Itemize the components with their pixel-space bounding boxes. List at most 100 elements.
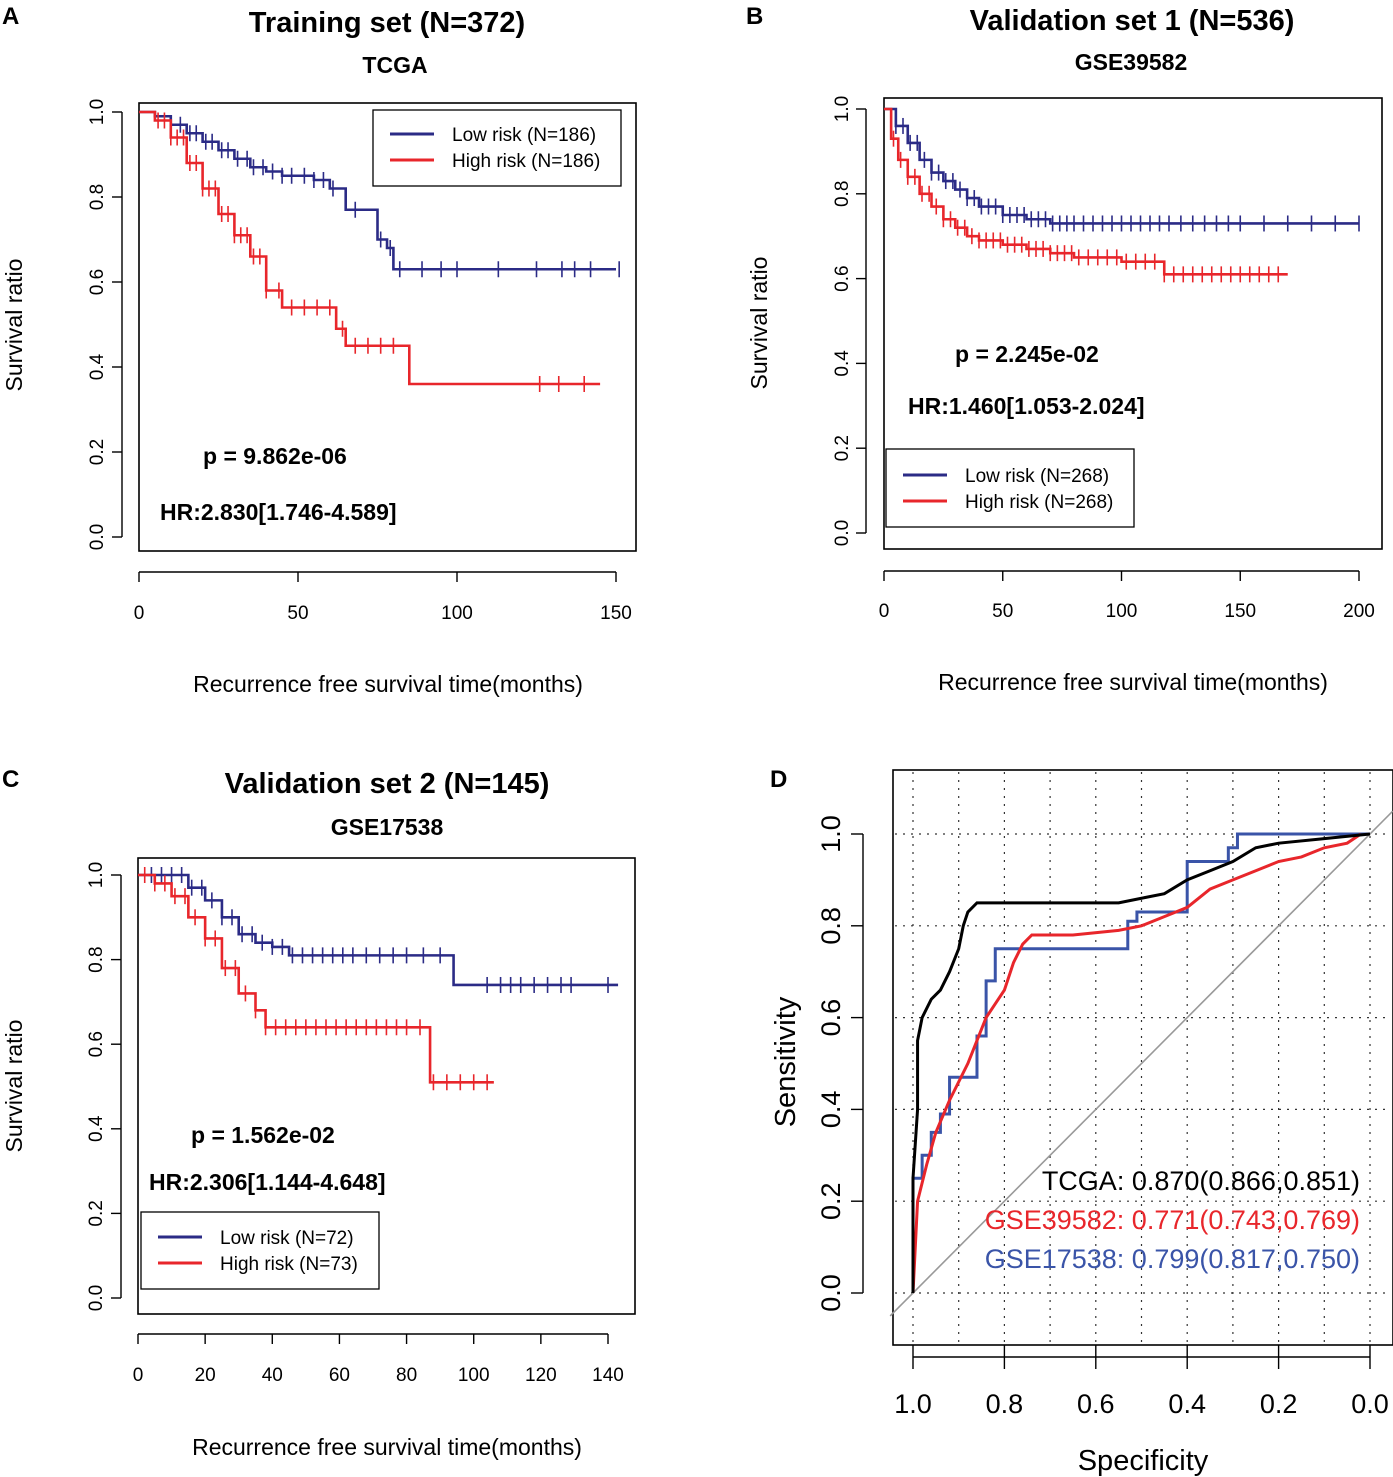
x-tick-label: 20 xyxy=(195,1365,216,1386)
plot-frame xyxy=(883,97,1383,550)
y-tick-label: 0.8 xyxy=(832,181,853,207)
hazard-ratio: HR:2.306[1.144-4.648] xyxy=(149,1169,386,1195)
panel-letter: C xyxy=(2,766,19,793)
chart-title: Validation set 1 (N=536) xyxy=(970,5,1295,37)
x-tick-label: 100 xyxy=(1106,601,1138,622)
axes: 0 50 100 150 0.0 0.2 0.4 0.6 0.8 1.0 xyxy=(87,99,632,624)
y-tick-label: 0.6 xyxy=(86,1031,107,1057)
y-tick-label: 0.0 xyxy=(87,524,108,550)
p-value: p = 9.862e-06 xyxy=(203,443,347,469)
legend-label-low-risk: Low risk (N=186) xyxy=(452,125,596,146)
legend-label-low-risk: Low risk (N=72) xyxy=(220,1228,354,1249)
y-axis-label: Survival ratio xyxy=(1,259,27,392)
legend-label-high-risk: High risk (N=268) xyxy=(965,492,1113,513)
plot-frame xyxy=(892,769,1393,1346)
p-value: p = 1.562e-02 xyxy=(191,1122,335,1148)
x-tick-label: 0.8 xyxy=(986,1389,1024,1419)
chart-subtitle: GSE39582 xyxy=(1075,49,1188,75)
chart-subtitle: TCGA xyxy=(362,52,427,78)
y-tick-label: 0.4 xyxy=(87,353,108,380)
x-tick-label: 80 xyxy=(396,1365,417,1386)
y-axis-label: Survival ratio xyxy=(746,257,772,390)
y-axis-label: Sensitivity xyxy=(770,996,802,1127)
x-tick-label: 0.4 xyxy=(1168,1389,1206,1419)
axes: 1.0 0.8 0.6 0.4 0.2 0.0 0.0 0.2 0.4 0.6 0.8 1.0 xyxy=(816,815,1389,1419)
panel-b: B Validation set 1 (N=536) GSE39582 0 50 1… xyxy=(746,3,1383,695)
y-tick-label: 0.2 xyxy=(832,435,853,461)
survival-curves xyxy=(138,867,619,1091)
axes: 0 20 40 60 80 100 120 140 0.0 0.2 0.4 0.6 0.8 1.0 xyxy=(86,862,624,1386)
y-tick-label: 0.6 xyxy=(87,269,108,295)
x-tick-label: 50 xyxy=(992,601,1013,622)
x-tick-label: 100 xyxy=(458,1365,490,1386)
roc-curve-tcga xyxy=(911,832,1371,1293)
survival-curve-high-risk xyxy=(884,107,1288,276)
panel-c: C Validation set 2 (N=145) GSE17538 0 20 4… xyxy=(1,766,636,1460)
y-tick-label: 0.0 xyxy=(832,520,853,546)
y-tick-label: 1.0 xyxy=(832,96,853,122)
roc-curves xyxy=(911,832,1371,1294)
legend-box xyxy=(372,109,622,187)
y-tick-label: 0.6 xyxy=(816,999,846,1037)
x-tick-label: 120 xyxy=(525,1365,557,1386)
panel-letter: A xyxy=(2,3,19,30)
legend-label-high-risk: High risk (N=73) xyxy=(220,1254,358,1275)
axes: 0 50 100 150 200 0.0 0.2 0.4 0.6 0.8 1.0 xyxy=(832,96,1375,622)
survival-curve-low-risk xyxy=(884,107,1359,225)
y-tick-label: 0.0 xyxy=(816,1274,846,1312)
x-tick-label: 140 xyxy=(592,1365,624,1386)
x-tick-label: 150 xyxy=(600,603,632,624)
x-tick-label: 0 xyxy=(879,601,890,622)
survival-curve-low-risk xyxy=(138,873,619,987)
panel-letter: D xyxy=(770,766,787,793)
y-tick-label: 0.2 xyxy=(816,1182,846,1220)
x-tick-label: 0 xyxy=(133,1365,144,1386)
x-tick-label: 100 xyxy=(441,603,473,624)
legend-box xyxy=(140,1211,380,1290)
legend-label-high-risk: High risk (N=186) xyxy=(452,151,600,172)
legend: Low risk (N=72) High risk (N=73) xyxy=(140,1211,380,1290)
y-tick-label: 0.8 xyxy=(816,907,846,945)
y-tick-label: 0.8 xyxy=(86,946,107,972)
auc-labels: TCGA: 0.870(0.866,0.851) GSE39582: 0.771… xyxy=(985,1166,1360,1274)
y-tick-label: 1.0 xyxy=(87,99,108,125)
x-tick-label: 50 xyxy=(287,603,308,624)
x-tick-label: 0.2 xyxy=(1260,1389,1298,1419)
y-tick-label: 0.8 xyxy=(87,184,108,210)
auc-label-gse17538: GSE17538: 0.799(0.817,0.750) xyxy=(985,1244,1360,1274)
x-tick-label: 150 xyxy=(1224,601,1256,622)
chart-title: Validation set 2 (N=145) xyxy=(225,768,550,800)
p-value: p = 2.245e-02 xyxy=(955,341,1099,367)
panel-d: D 1.0 0.8 0.6 0.4 0.2 0.0 0.0 0.2 0.4 0.6 0.8 1.0 S… xyxy=(770,766,1393,1477)
auc-label-gse39582: GSE39582: 0.771(0.743,0.769) xyxy=(985,1205,1360,1235)
x-axis-label: Recurrence free survival time(months) xyxy=(193,671,583,697)
survival-curves xyxy=(139,110,620,392)
x-axis-label: Recurrence free survival time(months) xyxy=(192,1434,582,1460)
x-tick-label: 0.6 xyxy=(1077,1389,1115,1419)
plot-frame xyxy=(138,102,637,552)
reference-diagonal xyxy=(889,810,1393,1317)
hazard-ratio: HR:1.460[1.053-2.024] xyxy=(908,393,1145,419)
legend-label-low-risk: Low risk (N=268) xyxy=(965,466,1109,487)
x-tick-label: 1.0 xyxy=(894,1389,932,1419)
auc-label-tcga: TCGA: 0.870(0.866,0.851) xyxy=(1042,1166,1360,1196)
y-tick-label: 1.0 xyxy=(86,862,107,888)
x-tick-label: 0.0 xyxy=(1351,1389,1389,1419)
survival-curves xyxy=(884,107,1360,283)
y-tick-label: 0.2 xyxy=(87,439,108,465)
x-axis-label: Recurrence free survival time(months) xyxy=(938,669,1328,695)
legend-box xyxy=(885,448,1135,528)
panel-a: A Training set (N=372) TCGA 0 50 100 150 0.0… xyxy=(1,3,637,697)
y-tick-label: 0.4 xyxy=(832,350,853,377)
plot-frame xyxy=(137,857,636,1315)
x-tick-label: 60 xyxy=(329,1365,350,1386)
y-tick-label: 0.0 xyxy=(86,1285,107,1311)
chart-subtitle: GSE17538 xyxy=(331,814,444,840)
y-tick-label: 0.2 xyxy=(86,1200,107,1226)
y-tick-label: 0.6 xyxy=(832,265,853,291)
x-tick-label: 200 xyxy=(1343,601,1375,622)
y-axis-label: Survival ratio xyxy=(1,1020,27,1153)
hazard-ratio: HR:2.830[1.746-4.589] xyxy=(160,499,397,525)
legend: Low risk (N=268) High risk (N=268) xyxy=(885,448,1135,528)
